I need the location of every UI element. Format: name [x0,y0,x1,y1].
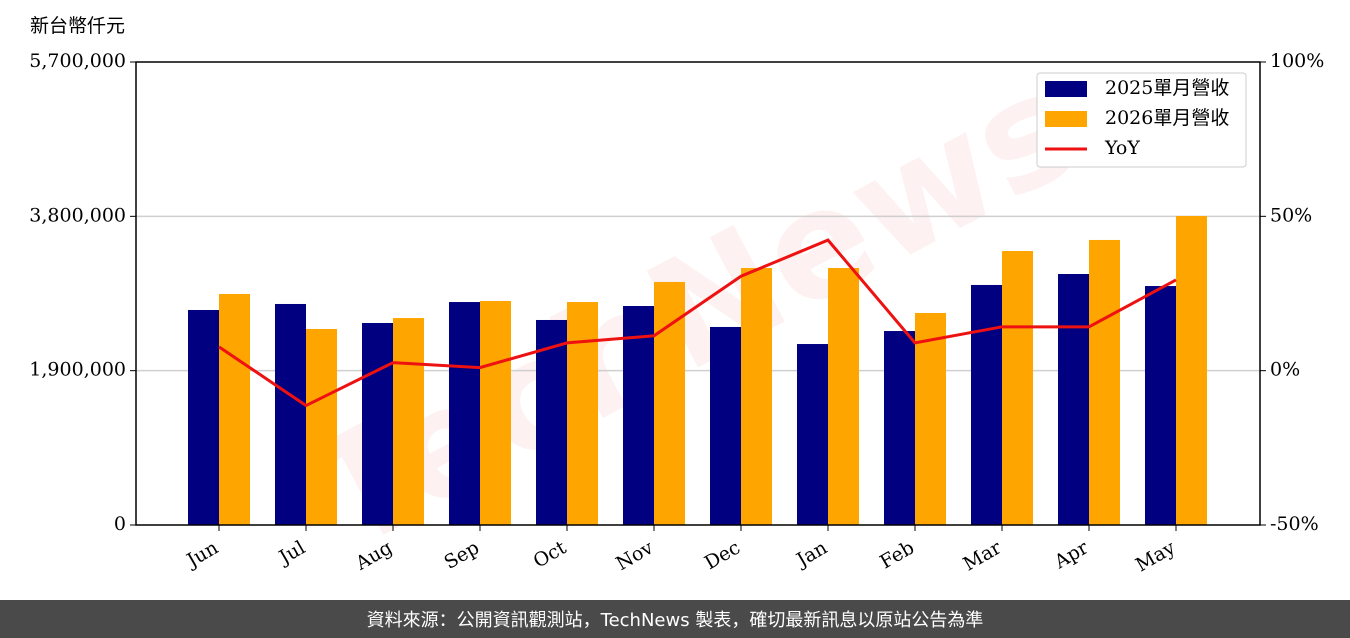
legend-swatch [1045,111,1087,127]
x-tick-label: Jan [791,537,831,573]
legend-label: YoY [1104,137,1140,159]
bar [567,302,598,525]
bar [1002,251,1033,526]
y2-tick-label: 0% [1270,359,1300,381]
x-tick-label: Apr [1050,536,1093,573]
bar [188,309,219,525]
bar [219,293,250,525]
bar [275,303,306,525]
y-tick-label: 5,700,000 [29,50,126,72]
bar [1145,286,1176,525]
y-tick-label: 0 [114,513,126,535]
x-tick-label: Sep [440,537,483,574]
legend-swatch [1045,81,1087,97]
bar [536,319,567,525]
bar [480,300,511,525]
y-tick-label: 3,800,000 [29,204,126,226]
bar [797,344,828,525]
x-tick-label: Oct [530,536,571,572]
bar [1176,216,1207,525]
x-tick-label: Feb [876,537,918,574]
y2-tick-label: 100% [1270,50,1324,72]
bar [449,302,480,525]
y2-tick-label: 50% [1270,204,1312,226]
bar [362,322,393,525]
bar [828,267,859,525]
bar [1089,239,1120,525]
footer: 資料來源：公開資訊觀測站，TechNews 製表，確切最新訊息以原站公告為準 [0,600,1350,638]
y-axis-label: 新台幣仟元 [30,15,125,37]
legend-label: 2025單月營收 [1105,77,1229,99]
y2-tick-label: -50% [1270,513,1319,535]
x-tick-label: Dec [701,537,744,575]
x-tick-label: Jul [274,537,309,570]
legend-box [1036,72,1247,168]
bar [915,312,946,525]
bar [623,306,654,525]
y-tick-label: 1,900,000 [29,359,126,381]
bar [306,328,337,525]
x-tick-label: May [1132,536,1179,576]
plot-frame [135,61,1261,526]
x-tick-label: Nov [612,536,657,575]
legend-label: 2026單月營收 [1105,107,1229,129]
bar [393,318,424,525]
x-tick-label: Jun [181,537,222,573]
bar [741,267,772,525]
bar [654,281,685,525]
x-tick-label: Mar [959,536,1005,575]
chart: 新台幣仟元 TechNews 01,900,0003,800,0005,700,… [29,15,1324,584]
line [218,238,1177,408]
bar [710,326,741,525]
bar [971,284,1002,525]
bar [884,331,915,525]
bar [1058,274,1089,525]
